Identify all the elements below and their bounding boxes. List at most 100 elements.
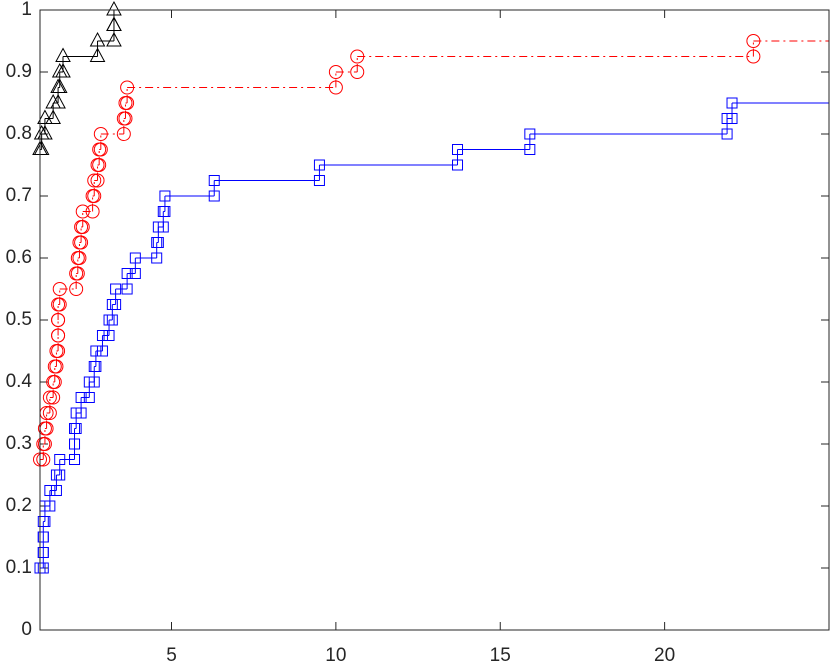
marker bbox=[70, 423, 82, 434]
marker bbox=[54, 454, 66, 465]
marker bbox=[83, 392, 95, 403]
marker bbox=[37, 109, 53, 124]
marker bbox=[36, 452, 51, 467]
marker bbox=[129, 268, 141, 279]
marker bbox=[69, 282, 84, 296]
x-tick-label: 20 bbox=[654, 645, 675, 666]
marker bbox=[46, 390, 61, 405]
marker bbox=[118, 111, 133, 126]
marker bbox=[37, 531, 49, 543]
marker bbox=[157, 221, 169, 233]
marker bbox=[42, 406, 57, 420]
y-tick-label: 0.3 bbox=[6, 433, 32, 454]
marker bbox=[90, 361, 102, 372]
marker bbox=[152, 237, 164, 248]
y-tick-label: 0 bbox=[21, 619, 32, 640]
x-tick-label: 10 bbox=[325, 645, 346, 666]
marker bbox=[50, 93, 66, 109]
marker bbox=[103, 330, 115, 341]
y-tick-label: 1 bbox=[21, 0, 32, 20]
marker bbox=[721, 128, 733, 140]
marker bbox=[106, 16, 122, 31]
y-tick-label: 0.5 bbox=[6, 309, 32, 330]
marker bbox=[159, 190, 171, 202]
marker bbox=[106, 314, 118, 326]
x-tick-label: 5 bbox=[166, 645, 177, 666]
marker bbox=[90, 173, 105, 188]
marker bbox=[116, 127, 131, 141]
marker bbox=[33, 140, 50, 155]
marker bbox=[51, 313, 66, 327]
marker bbox=[50, 485, 62, 496]
marker bbox=[51, 328, 66, 343]
marker bbox=[89, 47, 106, 62]
marker bbox=[208, 190, 220, 202]
marker bbox=[151, 252, 163, 264]
marker bbox=[110, 299, 122, 310]
marker bbox=[746, 34, 761, 48]
y-tick-label: 0.9 bbox=[6, 61, 32, 82]
marker bbox=[726, 113, 738, 124]
marker bbox=[37, 437, 52, 451]
marker bbox=[85, 204, 100, 219]
marker bbox=[313, 175, 325, 186]
marker bbox=[93, 127, 108, 141]
marker bbox=[69, 438, 81, 450]
marker bbox=[55, 62, 71, 78]
marker bbox=[524, 128, 536, 140]
marker bbox=[42, 390, 57, 405]
y-tick-label: 0.2 bbox=[6, 495, 32, 516]
axes-box bbox=[39, 9, 830, 631]
marker bbox=[47, 375, 62, 389]
marker bbox=[120, 80, 135, 95]
marker bbox=[75, 204, 90, 219]
marker bbox=[45, 109, 61, 124]
marker bbox=[51, 78, 68, 93]
marker bbox=[93, 142, 108, 157]
marker bbox=[87, 189, 102, 203]
marker bbox=[51, 344, 66, 358]
marker bbox=[452, 144, 464, 155]
marker bbox=[89, 31, 106, 47]
marker bbox=[350, 49, 365, 64]
marker bbox=[44, 500, 56, 512]
marker bbox=[159, 206, 171, 217]
marker bbox=[37, 562, 49, 574]
marker bbox=[70, 266, 85, 281]
marker bbox=[746, 49, 761, 64]
marker bbox=[75, 407, 87, 419]
marker bbox=[49, 359, 64, 374]
y-tick-label: 0.1 bbox=[6, 557, 32, 578]
marker bbox=[52, 297, 67, 312]
y-tick-label: 0.7 bbox=[6, 185, 32, 206]
marker bbox=[88, 376, 100, 388]
marker bbox=[75, 220, 90, 234]
marker bbox=[121, 268, 133, 279]
marker bbox=[69, 454, 81, 465]
marker bbox=[121, 283, 133, 295]
marker bbox=[87, 173, 102, 188]
y-tick-label: 0.6 bbox=[6, 247, 32, 268]
marker bbox=[52, 282, 67, 296]
marker bbox=[350, 65, 365, 79]
marker bbox=[313, 159, 325, 171]
marker bbox=[106, 0, 122, 16]
marker bbox=[106, 31, 122, 47]
marker bbox=[524, 144, 536, 155]
marker bbox=[726, 97, 738, 109]
marker bbox=[72, 251, 87, 265]
marker bbox=[110, 283, 122, 295]
marker bbox=[328, 65, 343, 79]
marker bbox=[96, 345, 108, 357]
marker bbox=[96, 330, 108, 341]
x-tick-label: 15 bbox=[490, 645, 511, 666]
marker bbox=[75, 392, 87, 403]
y-tick-label: 0.4 bbox=[6, 371, 33, 392]
marker bbox=[44, 485, 56, 496]
marker bbox=[129, 252, 141, 264]
marker bbox=[92, 158, 107, 172]
y-tick-label: 0.8 bbox=[6, 123, 32, 144]
marker bbox=[55, 47, 71, 62]
marker bbox=[120, 96, 135, 110]
